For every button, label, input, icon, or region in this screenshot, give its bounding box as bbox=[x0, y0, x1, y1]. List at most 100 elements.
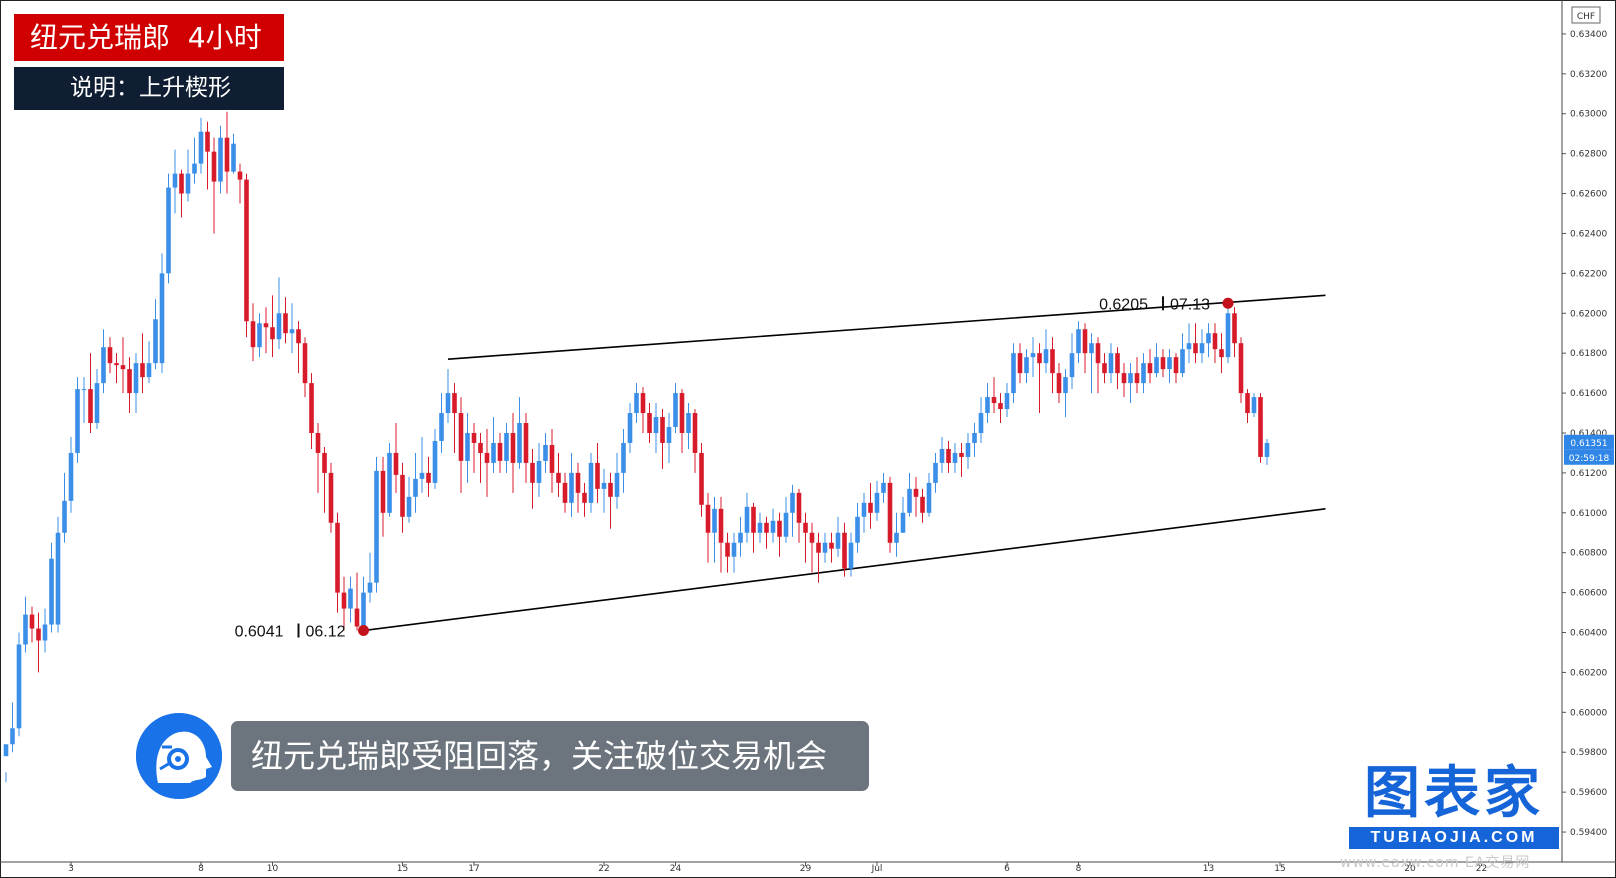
candle[interactable] bbox=[120, 337, 126, 394]
candle[interactable] bbox=[887, 476, 893, 553]
candle[interactable] bbox=[445, 369, 451, 424]
candle[interactable] bbox=[1030, 337, 1036, 378]
candle[interactable] bbox=[406, 476, 412, 523]
candle[interactable] bbox=[1089, 333, 1094, 394]
candle[interactable] bbox=[1095, 337, 1101, 394]
candle[interactable] bbox=[783, 496, 789, 543]
candle[interactable] bbox=[946, 440, 951, 473]
candle[interactable] bbox=[153, 299, 158, 370]
candle[interactable] bbox=[276, 277, 282, 350]
candle[interactable] bbox=[198, 117, 204, 174]
candle[interactable] bbox=[250, 303, 256, 362]
candle[interactable] bbox=[1115, 347, 1120, 390]
candle[interactable] bbox=[146, 341, 152, 384]
candle[interactable] bbox=[465, 413, 470, 483]
candle[interactable] bbox=[712, 496, 717, 563]
candle[interactable] bbox=[835, 516, 841, 557]
candle[interactable] bbox=[861, 492, 867, 533]
candle[interactable] bbox=[1245, 389, 1250, 424]
candle[interactable] bbox=[770, 508, 776, 543]
candle[interactable] bbox=[718, 496, 724, 573]
candle[interactable] bbox=[1206, 323, 1211, 358]
candle[interactable] bbox=[374, 456, 379, 593]
candle[interactable] bbox=[1056, 363, 1062, 404]
candle[interactable] bbox=[517, 397, 522, 469]
candle[interactable] bbox=[1264, 438, 1270, 465]
candle[interactable] bbox=[322, 446, 327, 513]
candle[interactable] bbox=[705, 492, 711, 563]
candle[interactable] bbox=[380, 456, 386, 537]
candle[interactable] bbox=[608, 472, 613, 529]
candle[interactable] bbox=[907, 472, 912, 517]
candle[interactable] bbox=[595, 442, 600, 503]
candle[interactable] bbox=[62, 472, 67, 543]
candle[interactable] bbox=[1024, 349, 1029, 384]
candle[interactable] bbox=[296, 321, 301, 374]
candle[interactable] bbox=[543, 432, 548, 473]
candle[interactable] bbox=[978, 397, 984, 443]
candle[interactable] bbox=[796, 488, 802, 543]
candle[interactable] bbox=[757, 512, 763, 543]
candle[interactable] bbox=[172, 149, 178, 214]
candle[interactable] bbox=[751, 502, 756, 553]
candle[interactable] bbox=[1219, 333, 1224, 374]
candle[interactable] bbox=[114, 353, 119, 384]
candle[interactable] bbox=[10, 702, 15, 753]
candle[interactable] bbox=[809, 522, 815, 573]
candle[interactable] bbox=[302, 337, 308, 398]
candle[interactable] bbox=[855, 502, 860, 553]
candle[interactable] bbox=[627, 403, 633, 453]
candle[interactable] bbox=[205, 121, 210, 190]
candle[interactable] bbox=[673, 383, 678, 433]
candle[interactable] bbox=[998, 393, 1003, 424]
candle[interactable] bbox=[1193, 323, 1198, 364]
candle[interactable] bbox=[972, 423, 977, 457]
candle[interactable] bbox=[211, 137, 217, 234]
candle[interactable] bbox=[1082, 323, 1088, 374]
candle[interactable] bbox=[387, 442, 392, 517]
candle[interactable] bbox=[939, 436, 945, 473]
candle[interactable] bbox=[75, 377, 80, 463]
candle[interactable] bbox=[270, 295, 275, 358]
candle[interactable] bbox=[985, 383, 990, 424]
candle[interactable] bbox=[1121, 363, 1127, 398]
candle[interactable] bbox=[257, 313, 262, 358]
candle[interactable] bbox=[660, 409, 665, 469]
candle[interactable] bbox=[283, 297, 288, 344]
candle[interactable] bbox=[484, 428, 490, 497]
candle[interactable] bbox=[140, 333, 145, 394]
swing-point-marker[interactable] bbox=[358, 625, 369, 637]
candle[interactable] bbox=[218, 125, 223, 194]
candle[interactable] bbox=[1043, 329, 1049, 374]
candle[interactable] bbox=[1232, 307, 1237, 358]
candle[interactable] bbox=[309, 373, 314, 449]
candle[interactable] bbox=[1108, 343, 1114, 384]
candle[interactable] bbox=[341, 576, 347, 631]
candle[interactable] bbox=[504, 423, 509, 473]
candle[interactable] bbox=[335, 512, 340, 613]
candle[interactable] bbox=[1128, 363, 1133, 404]
candle[interactable] bbox=[894, 512, 899, 557]
candle[interactable] bbox=[1063, 369, 1068, 418]
candle[interactable] bbox=[107, 337, 113, 374]
candle[interactable] bbox=[471, 423, 477, 473]
candle[interactable] bbox=[1017, 343, 1023, 384]
candle[interactable] bbox=[94, 369, 100, 429]
candle[interactable] bbox=[634, 383, 639, 424]
candle[interactable] bbox=[127, 357, 132, 414]
candle[interactable] bbox=[1102, 353, 1107, 384]
candle[interactable] bbox=[621, 428, 626, 493]
candle[interactable] bbox=[192, 137, 197, 184]
candle[interactable] bbox=[601, 468, 607, 513]
candle[interactable] bbox=[588, 452, 594, 513]
candle[interactable] bbox=[452, 383, 457, 453]
candle[interactable] bbox=[1212, 323, 1218, 364]
swing-point-marker[interactable] bbox=[1222, 297, 1234, 309]
candle[interactable] bbox=[926, 472, 932, 517]
candle[interactable] bbox=[413, 452, 418, 513]
candle[interactable] bbox=[647, 403, 652, 443]
candle[interactable] bbox=[29, 606, 35, 643]
candle[interactable] bbox=[426, 456, 431, 497]
candle[interactable] bbox=[55, 516, 61, 633]
